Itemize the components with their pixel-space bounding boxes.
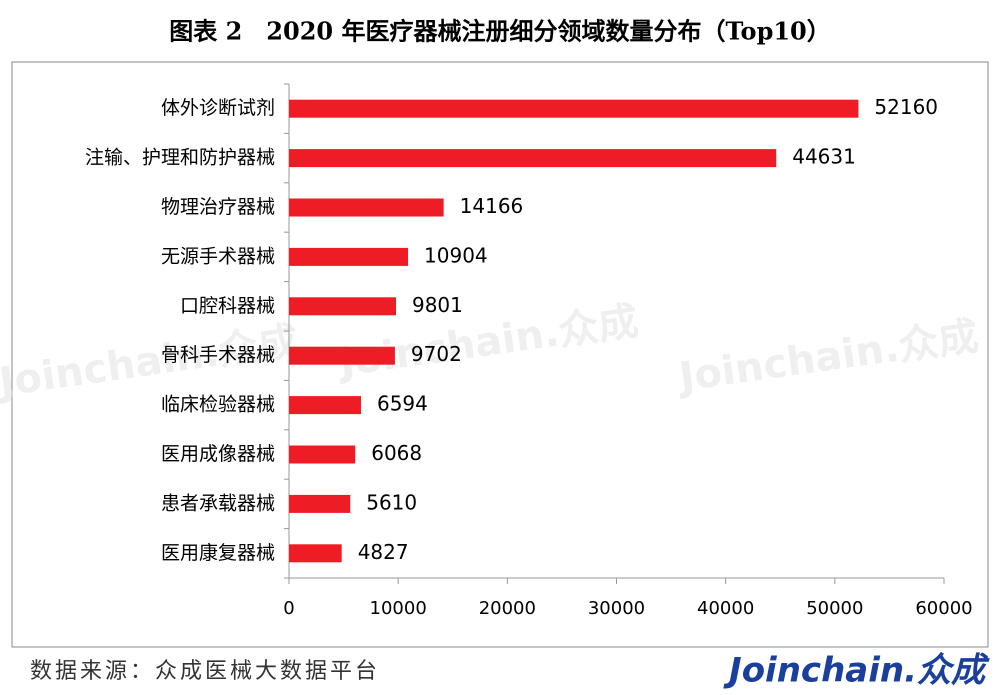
y-tick-label: 医用成像器械: [161, 443, 275, 465]
logo: Joinchain.众成: [723, 651, 990, 691]
bar: [289, 346, 395, 365]
bar: [289, 297, 396, 316]
source: 数据来源：众成医械大数据平台: [30, 659, 380, 684]
value-label: 4827: [358, 540, 409, 564]
x-tick-label: 40000: [697, 598, 754, 619]
value-label: 6068: [371, 441, 422, 465]
value-label: 6594: [377, 392, 428, 416]
bar: [289, 198, 444, 217]
bar: [289, 445, 356, 464]
value-label: 10904: [424, 243, 488, 267]
watermark: Joinchain.众成: [674, 313, 982, 401]
bar: [289, 544, 342, 563]
y-tick-label: 注输、护理和防护器械: [85, 147, 275, 169]
x-tick-label: 30000: [588, 598, 645, 619]
bar: [289, 494, 351, 513]
y-tick-label: 体外诊断试剂: [161, 97, 275, 119]
y-tick-label: 临床检验器械: [161, 394, 275, 416]
x-tick-label: 10000: [370, 598, 427, 619]
bar: [289, 149, 777, 168]
y-tick-label: 医用康复器械: [161, 542, 275, 564]
value-label: 52160: [874, 95, 938, 119]
value-label: 9702: [411, 342, 462, 366]
chart-title: 图表 2 2020 年医疗器械注册细分领域数量分布（Top10）: [169, 17, 831, 46]
x-tick-label: 50000: [806, 598, 863, 619]
value-label: 9801: [412, 293, 463, 317]
x-tick-label: 60000: [915, 598, 972, 619]
y-tick-label: 患者承载器械: [161, 492, 275, 514]
y-tick-label: 骨科手术器械: [161, 344, 275, 366]
x-tick-label: 20000: [479, 598, 536, 619]
bar: [289, 396, 361, 415]
y-tick-label: 无源手术器械: [161, 245, 275, 267]
value-label: 44631: [792, 145, 856, 169]
value-label: 14166: [460, 194, 524, 218]
chart-frame: [11, 61, 989, 648]
y-tick-label: 物理治疗器械: [161, 196, 275, 218]
bar: [289, 99, 859, 118]
value-label: 5610: [366, 490, 417, 514]
x-tick-label: 0: [283, 598, 294, 619]
bar: [289, 247, 409, 266]
y-tick-label: 口腔科器械: [180, 295, 275, 317]
